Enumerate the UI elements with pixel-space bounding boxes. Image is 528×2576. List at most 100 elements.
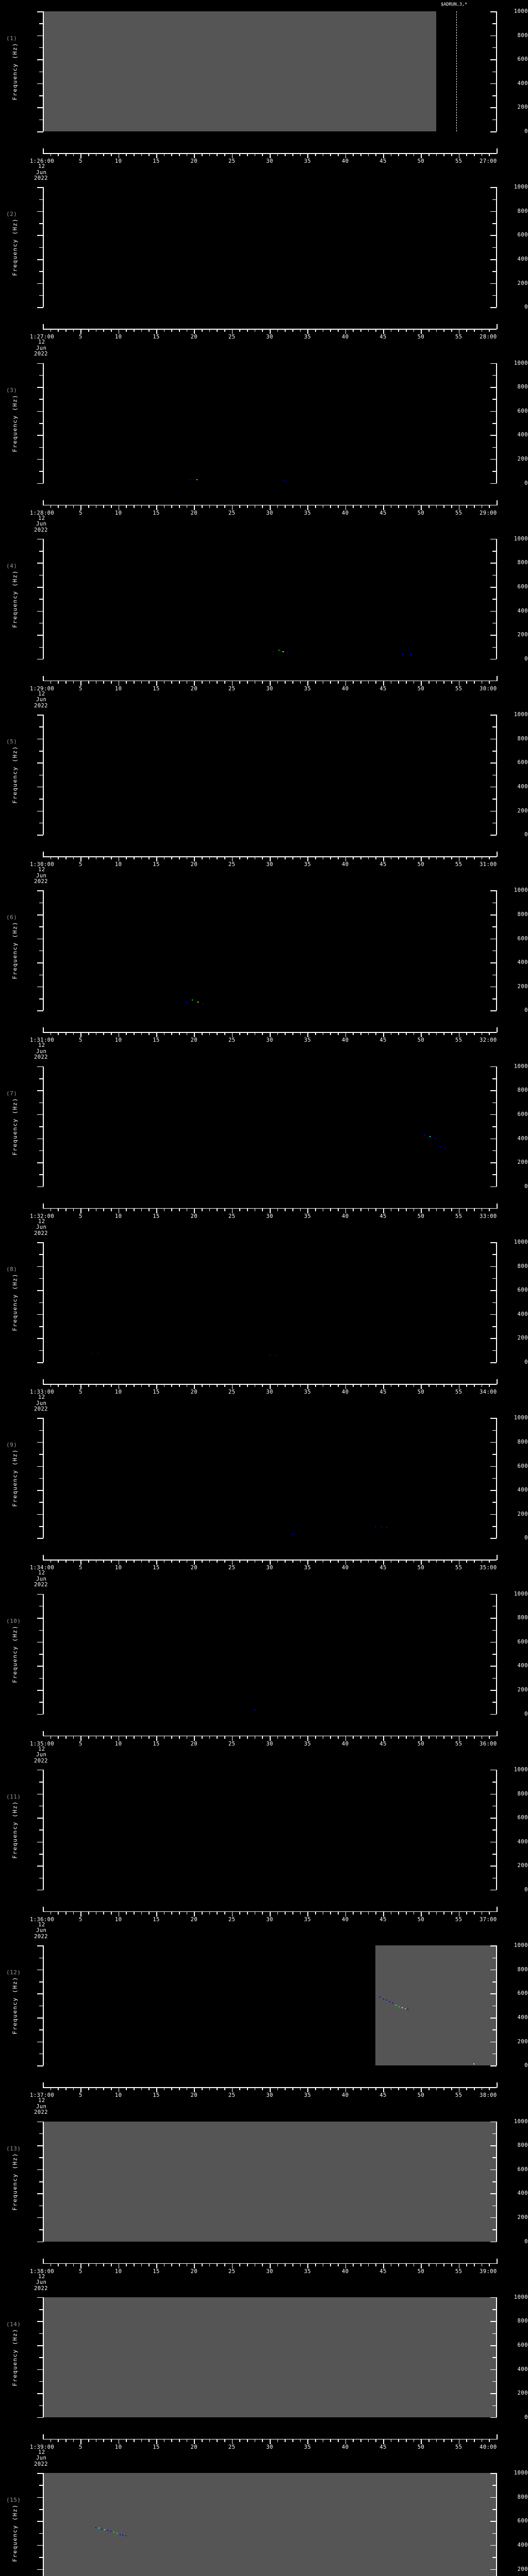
x-axis-tick [270, 1560, 271, 1565]
y-axis-tick-label: 600 [517, 935, 528, 942]
plot-area [43, 1242, 497, 1363]
x-axis-tick [421, 2263, 422, 2268]
panel-index-label: (6) [6, 914, 18, 921]
y-axis-tick [37, 1866, 43, 1867]
x-axis-tick [179, 2263, 180, 2266]
x-axis-tick [224, 153, 225, 156]
y-axis-tick-right [492, 1829, 497, 1831]
x-axis-tick [497, 1731, 498, 1736]
detection-point [45, 2063, 46, 2064]
y-axis-tick-right [490, 283, 497, 284]
x-axis-tick [111, 2263, 112, 2266]
y-axis-tick-right [492, 1702, 497, 1703]
x-axis-tick [232, 329, 233, 334]
y-axis-tick [39, 1981, 43, 1982]
y-axis-tick [37, 1090, 43, 1091]
y-axis-tick [39, 926, 43, 927]
x-axis-tick [360, 329, 361, 332]
y-axis-tick [39, 119, 43, 121]
x-axis-tick [300, 2087, 301, 2091]
x-axis-tick [315, 1032, 316, 1036]
x-axis-tick [315, 504, 316, 508]
y-axis-tick-right [490, 1866, 497, 1867]
y-axis-tick [37, 2545, 43, 2546]
x-axis-tick [345, 2087, 346, 2093]
x-axis-tick [80, 1208, 81, 1213]
y-axis-tick-right [490, 1514, 497, 1515]
y-axis-tick-right [490, 835, 497, 836]
x-axis-tick-label: 10 [114, 510, 122, 516]
x-axis-tick [353, 856, 354, 860]
y-axis-tick [39, 726, 43, 727]
x-axis-tick [50, 1735, 52, 1739]
x-axis-tick [209, 1384, 210, 1387]
detection-point [119, 2534, 121, 2535]
x-axis-tick [156, 504, 157, 510]
y-axis-left-spine [43, 2473, 44, 2576]
y-axis-title-text: Frequency (Hz) [11, 1625, 19, 1683]
x-axis-tick-label: 55 [455, 1389, 463, 1396]
x-axis-tick [217, 1032, 218, 1036]
x-axis-tick [300, 1560, 301, 1563]
x-axis-date-line: Jun [36, 872, 47, 879]
x-axis-tick [118, 504, 120, 510]
detection-point [190, 479, 191, 480]
y-axis-tick [37, 1714, 43, 1715]
x-axis-tick [202, 504, 203, 508]
x-axis-tick [209, 2438, 210, 2442]
y-axis-tick-label: 0 [524, 128, 528, 134]
x-axis-tick [368, 329, 369, 332]
x-axis-date-line: Jun [36, 1927, 47, 1934]
y-axis-tick-right [490, 1314, 497, 1315]
y-axis-tick-right [490, 1945, 497, 1946]
y-axis-tick [39, 1102, 43, 1104]
detection-point [375, 1526, 376, 1528]
x-axis-tick [270, 1384, 271, 1389]
y-axis-tick-label: 400 [517, 1487, 528, 1494]
x-axis-tick [141, 153, 142, 156]
x-axis-tick [474, 1032, 475, 1036]
y-axis-tick-label: 0 [524, 304, 528, 311]
x-axis-tick-label: 40 [341, 2268, 349, 2275]
x-axis-tick-label: 25 [228, 1389, 236, 1396]
x-axis-tick [141, 1911, 142, 1914]
x-axis-tick [330, 2263, 331, 2266]
x-axis-tick [43, 1906, 44, 1912]
x-axis-tick [330, 504, 331, 508]
x-axis-date-stack: 12 Jun 2022 [34, 2449, 48, 2468]
x-axis-tick [383, 1735, 384, 1741]
x-axis-tick-label: 20 [190, 685, 198, 692]
x-axis-tick [360, 1384, 361, 1387]
y-axis-tick-right [492, 447, 497, 448]
y-axis-tick-label: 600 [517, 56, 528, 63]
x-axis-tick [163, 1911, 165, 1914]
y-axis-tick [39, 447, 43, 448]
y-axis-tick [39, 1174, 43, 1175]
x-axis-tick [247, 1384, 248, 1387]
y-axis-tick [37, 738, 43, 740]
x-axis-tick [194, 856, 195, 862]
x-axis-tick [239, 2263, 240, 2266]
x-axis-tick [148, 1560, 150, 1563]
y-axis-tick [37, 83, 43, 84]
x-axis-tick-label: 35 [304, 1916, 311, 1923]
y-axis-tick-right [490, 435, 497, 436]
y-axis-tick [37, 635, 43, 636]
y-axis-tick-right [492, 774, 497, 776]
x-axis-tick [118, 329, 120, 334]
x-axis-tick [292, 504, 293, 508]
x-axis-tick [466, 2438, 467, 2442]
x-axis-tick-label: 50 [417, 2444, 425, 2450]
x-axis-tick [489, 1735, 490, 1739]
x-axis-tick [103, 504, 104, 508]
y-axis-tick-label: 800 [517, 560, 528, 566]
x-axis-tick [481, 1208, 483, 1211]
y-axis-tick-right [490, 211, 497, 212]
x-axis-tick-label: 5 [78, 1213, 82, 1219]
x-axis-tick [368, 153, 369, 156]
y-axis-tick [37, 1242, 43, 1243]
x-axis-tick [239, 1032, 240, 1036]
y-axis-tick [39, 375, 43, 376]
x-axis-tick [156, 1208, 157, 1213]
x-axis-tick [80, 1032, 81, 1038]
